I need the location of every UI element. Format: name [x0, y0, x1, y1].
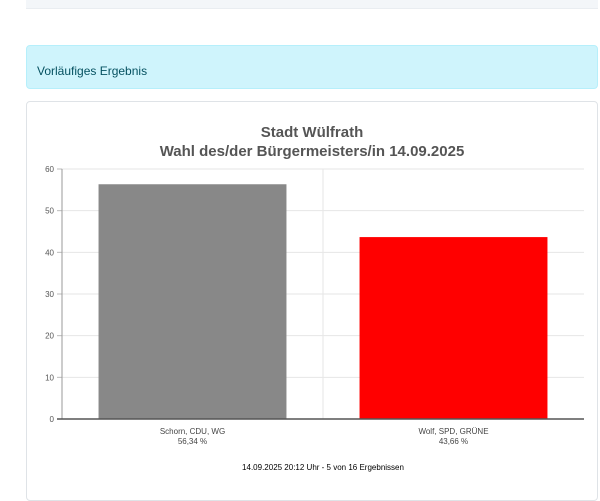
y-tick-label: 0 [50, 415, 55, 424]
value-label: 43,66 % [439, 437, 468, 446]
chart-footer: 14.09.2025 20:12 Uhr - 5 von 16 Ergebnis… [242, 463, 404, 472]
y-tick-label: 50 [45, 207, 54, 216]
bars [98, 184, 548, 419]
y-tick-label: 30 [45, 290, 54, 299]
bar [359, 237, 548, 419]
top-panel-edge [26, 0, 598, 9]
chart-title: Stadt Wülfrath [261, 124, 364, 141]
value-label: 56,34 % [178, 437, 207, 446]
bar-chart: Stadt Wülfrath Wahl des/der Bürgermeiste… [45, 124, 584, 472]
y-tick-label: 20 [45, 332, 54, 341]
chart-card: Stadt Wülfrath Wahl des/der Bürgermeiste… [26, 101, 598, 501]
status-alert: Vorläufiges Ergebnis [26, 45, 598, 89]
chart-subtitle: Wahl des/der Bürgermeisters/in 14.09.202… [160, 143, 465, 160]
y-tick-label: 10 [45, 373, 54, 382]
y-tick-label: 60 [45, 165, 54, 174]
category-label: Wolf, SPD, GRÜNE [418, 427, 488, 436]
category-label: Schorn, CDU, WG [160, 427, 225, 436]
y-tick-label: 40 [45, 248, 54, 257]
alert-text: Vorläufiges Ergebnis [37, 64, 148, 78]
bar [98, 184, 287, 419]
